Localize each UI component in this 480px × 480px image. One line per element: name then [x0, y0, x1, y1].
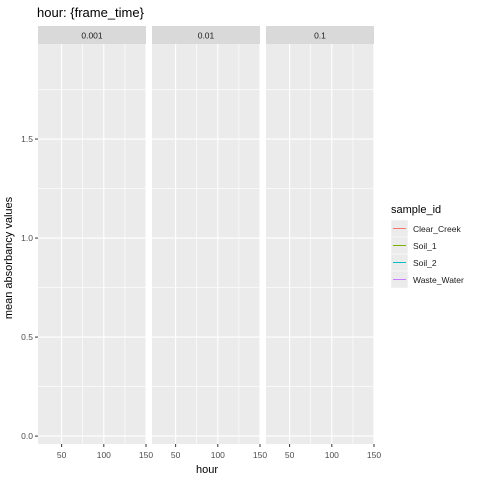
- legend-item: Waste_Water: [390, 270, 464, 289]
- facet-panels: 0.001 50 100 150 0.01 50 100 150 0.1 50 100 150: [38, 26, 381, 460]
- x-tick-label: 50: [285, 450, 295, 460]
- y-tick-label: 0.5: [21, 332, 33, 342]
- panel-background: [152, 44, 260, 444]
- y-tick-label: 1.5: [21, 134, 33, 144]
- facet-panel-2: 0.1 50 100 150: [266, 26, 381, 460]
- facet-panel-1: 0.01 50 100 150: [152, 26, 267, 460]
- y-axis-title: mean absorbancy values: [3, 196, 15, 319]
- x-tick-label: 100: [97, 450, 111, 460]
- facet-strip-label: 0.1: [314, 31, 326, 41]
- legend-label: Soil_1: [413, 241, 437, 251]
- legend-item: Clear_Creek: [390, 219, 461, 238]
- panel-background: [266, 44, 374, 444]
- legend-item: Soil_2: [390, 253, 437, 272]
- x-tick-label: 150: [139, 450, 153, 460]
- x-axis-title: hour: [196, 464, 218, 476]
- legend-title: sample_id: [391, 204, 441, 216]
- x-tick-label: 100: [325, 450, 339, 460]
- legend-items: Clear_Creek Soil_1 Soil_2 Waste_Water: [390, 219, 464, 289]
- legend-item: Soil_1: [390, 236, 437, 255]
- x-tick-label: 150: [253, 450, 267, 460]
- facet-panel-0: 0.001 50 100 150: [38, 26, 153, 460]
- legend-label: Clear_Creek: [413, 224, 461, 234]
- facet-strip-label: 0.001: [81, 31, 103, 41]
- facet-strip: [38, 26, 146, 44]
- y-axis: 0.0 0.5 1.0 1.5: [21, 134, 38, 441]
- y-tick-label: 0.0: [21, 431, 33, 441]
- y-tick-label: 1.0: [21, 233, 33, 243]
- panel-background: [38, 44, 146, 444]
- facet-strip: [152, 26, 260, 44]
- facet-strip: [266, 26, 374, 44]
- facet-strip-label: 0.01: [198, 31, 215, 41]
- legend-label: Waste_Water: [413, 275, 464, 285]
- x-tick-label: 50: [57, 450, 67, 460]
- legend: sample_id Clear_Creek Soil_1 Soil_2 Waste_W…: [390, 204, 464, 289]
- x-tick-label: 150: [367, 450, 381, 460]
- legend-label: Soil_2: [413, 258, 437, 268]
- x-tick-label: 50: [171, 450, 181, 460]
- chart-title: hour: {frame_time}: [37, 5, 145, 20]
- x-tick-label: 100: [211, 450, 225, 460]
